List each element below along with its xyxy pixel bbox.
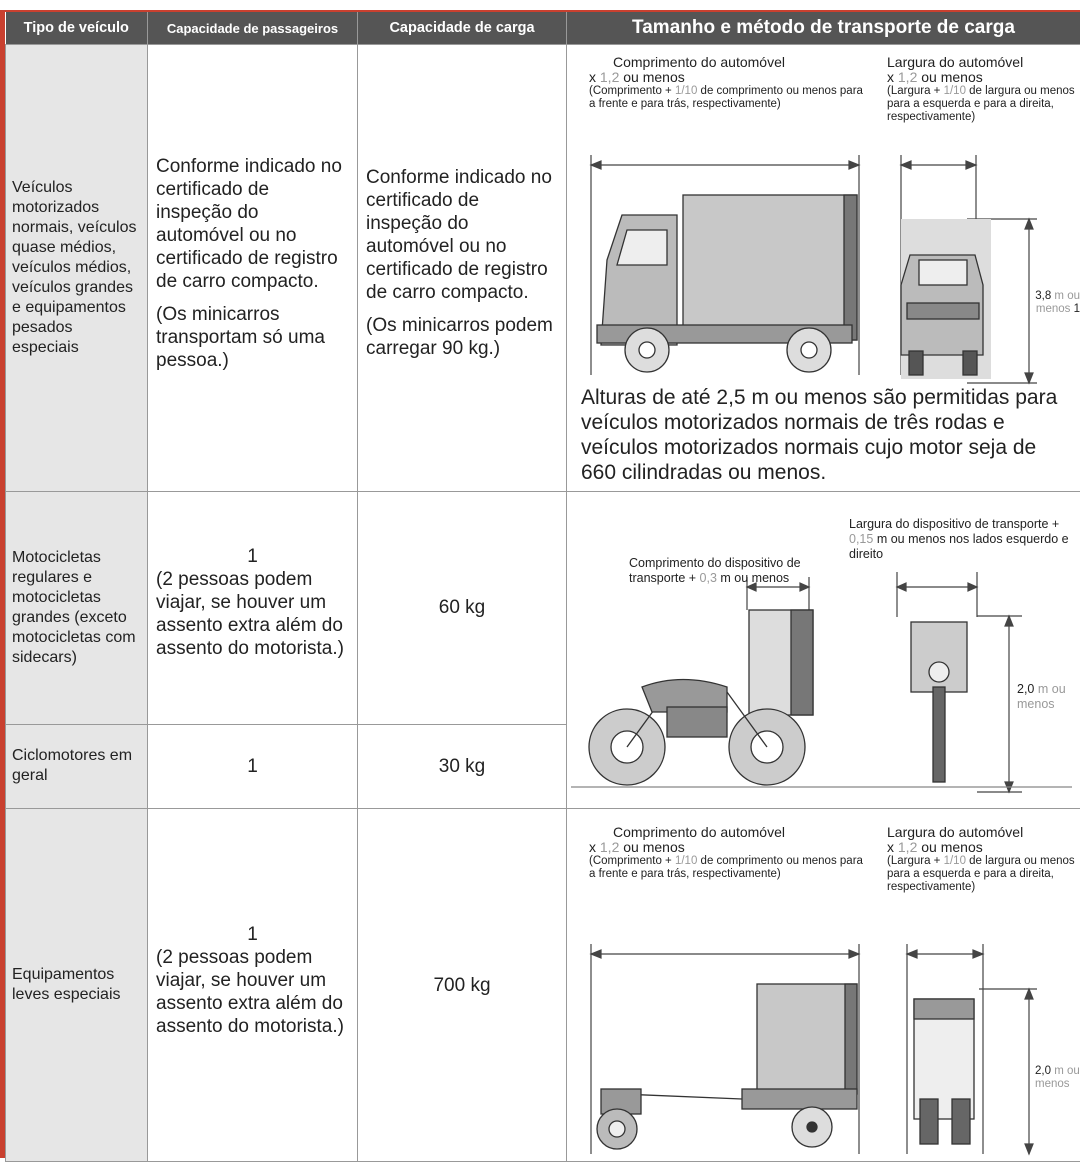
text: x (589, 839, 600, 855)
table-wrap: Tipo de veículo Capacidade de passageiro… (0, 12, 1080, 1158)
cell: 30 kg (358, 724, 567, 808)
text: ou menos (917, 839, 982, 855)
text: Conforme indicado no certificado de insp… (156, 155, 349, 293)
label: Comprimento do automóvel (613, 825, 883, 840)
cell: Motocicletas regulares e motocicletas gr… (6, 492, 148, 725)
text: (Largura + (887, 85, 944, 97)
cell: Comprimento do automóvel x 1,2 ou menos … (567, 45, 1080, 492)
label: Comprimento do automóvel (613, 55, 883, 70)
text: ou menos (917, 69, 982, 85)
note: 2,0 m ou menos (1035, 1065, 1080, 1091)
label: x 1,2 ou menos (589, 840, 879, 855)
header: Capacidade de carga (358, 12, 567, 45)
row: Veículos motorizados normais, veículos q… (6, 45, 1080, 492)
note: Largura do dispositivo de transporte + 0… (849, 517, 1079, 562)
text: x (589, 69, 600, 85)
text: x (887, 69, 898, 85)
row: Motocicletas regulares e motocicletas gr… (6, 492, 1080, 725)
table: Tipo de veículo Capacidade de passageiro… (5, 12, 1080, 1162)
text: Largura do dispositivo de transporte + (849, 517, 1059, 531)
highlight: 1,2 (600, 839, 619, 855)
highlight: 1/10 (944, 855, 966, 867)
cell: Comprimento do dispositivo de transporte… (567, 492, 1080, 809)
note: Comprimento do dispositivo de transporte… (629, 556, 859, 586)
text: (Comprimento + (589, 85, 675, 97)
highlight: 1/10 (675, 85, 697, 97)
text: (Os minicarros transportam só uma pessoa… (156, 303, 349, 372)
highlight: 0,15 (849, 532, 873, 546)
text: (Comprimento + (589, 855, 675, 867)
text: (2 pessoas podem viajar, se houver um as… (156, 568, 349, 660)
text: m ou menos (717, 571, 789, 585)
cell: Conforme indicado no certificado de insp… (358, 45, 567, 492)
note: (Largura + 1/10 de largura ou menos para… (887, 85, 1077, 124)
label: x 1,2 ou menos (887, 70, 1077, 85)
text: 1 (156, 923, 349, 946)
header-row: Tipo de veículo Capacidade de passageiro… (6, 12, 1080, 45)
cell: 1 (148, 724, 358, 808)
text: 1 (156, 545, 349, 568)
text: (Largura + (887, 855, 944, 867)
text: 1 (1074, 303, 1080, 315)
cell: 1(2 pessoas podem viajar, se houver um a… (148, 809, 358, 1162)
cell: Equipamentos leves especiais (6, 809, 148, 1162)
note: 2,0 m ou menos (1017, 682, 1077, 712)
cell: Veículos motorizados normais, veículos q… (6, 45, 148, 492)
text: 3,8 (1035, 290, 1051, 302)
text: (2 pessoas podem viajar, se houver um as… (156, 946, 349, 1038)
text: 2,0 (1035, 1065, 1051, 1077)
note: (Comprimento + 1/10 de comprimento ou me… (589, 85, 869, 111)
label: Largura do automóvel (887, 55, 1077, 70)
text: ou menos (619, 69, 684, 85)
cell: Conforme indicado no certificado de insp… (148, 45, 358, 492)
cell: 60 kg (358, 492, 567, 725)
highlight: 1,2 (898, 839, 917, 855)
row: Equipamentos leves especiais 1(2 pessoas… (6, 809, 1080, 1162)
text: (Os minicarros podem carregar 90 kg.) (366, 314, 558, 360)
highlight: 1/10 (944, 85, 966, 97)
note: 3,8 m ou menos 1 (1035, 290, 1080, 316)
moto-diagram: Comprimento do dispositivo de transporte… (567, 492, 1080, 808)
cell: 1(2 pessoas podem viajar, se houver um a… (148, 492, 358, 725)
cell: Comprimento do automóvel x 1,2 ou menos … (567, 809, 1080, 1162)
caption: Alturas de até 2,5 m ou menos são permit… (581, 385, 1073, 485)
header: Capacidade de passageiros (148, 12, 358, 45)
highlight: 1/10 (675, 855, 697, 867)
label: x 1,2 ou menos (887, 840, 1077, 855)
text: x (887, 839, 898, 855)
special-diagram: Comprimento do automóvel x 1,2 ou menos … (567, 809, 1080, 1161)
header: Tipo de veículo (6, 12, 148, 45)
text: Conforme indicado no certificado de insp… (366, 166, 558, 304)
text: 2,0 (1017, 682, 1034, 696)
cell: 700 kg (358, 809, 567, 1162)
highlight: 0,3 (700, 571, 717, 585)
header: Tamanho e método de transporte de carga (567, 12, 1080, 45)
highlight: 1,2 (600, 69, 619, 85)
highlight: 1,2 (898, 69, 917, 85)
cell: Ciclomotores em geral (6, 724, 148, 808)
note: (Largura + 1/10 de largura ou menos para… (887, 855, 1077, 894)
label: Largura do automóvel (887, 825, 1077, 840)
text: ou menos (619, 839, 684, 855)
car-diagram: Comprimento do automóvel x 1,2 ou menos … (567, 45, 1080, 491)
label: x 1,2 ou menos (589, 70, 879, 85)
title-bar (0, 0, 1080, 12)
text: m ou menos nos lados esquerdo e direito (849, 532, 1069, 561)
note: (Comprimento + 1/10 de comprimento ou me… (589, 855, 869, 881)
